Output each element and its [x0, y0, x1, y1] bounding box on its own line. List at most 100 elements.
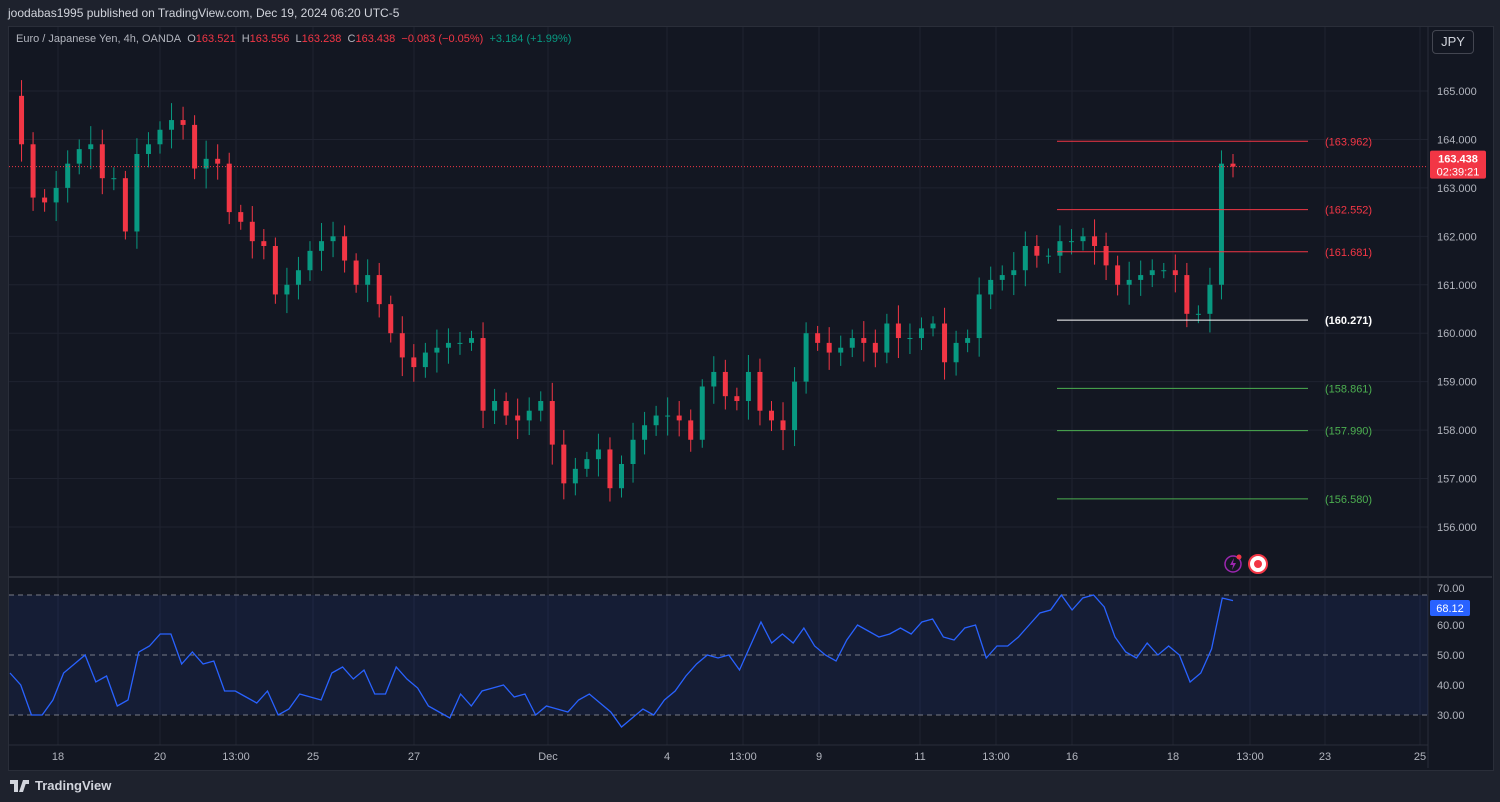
- chart-frame[interactable]: [8, 26, 1494, 771]
- candle-body: [111, 178, 117, 180]
- candle-body: [515, 415, 521, 421]
- candle-body: [434, 347, 440, 353]
- price-tick: 162.000: [1437, 231, 1477, 243]
- time-tick: 23: [1319, 751, 1331, 763]
- price-tick: 161.000: [1437, 280, 1477, 292]
- time-tick: 13:00: [1236, 751, 1264, 763]
- candle-body: [319, 241, 325, 251]
- close-value: 163.438: [355, 33, 396, 45]
- candle-body: [1207, 284, 1213, 314]
- symbol-legend: Euro / Japanese Yen, 4h, OANDA O163.521 …: [16, 33, 571, 45]
- candle-body: [942, 323, 948, 363]
- candle-body: [365, 275, 371, 285]
- time-tick: 18: [1167, 751, 1179, 763]
- low-label: L: [295, 33, 302, 45]
- change-total: +3.184 (+1.99%): [489, 33, 572, 45]
- candle-body: [342, 236, 348, 261]
- candle-body: [53, 187, 59, 203]
- candle-body: [411, 357, 417, 368]
- candle-body: [861, 338, 867, 343]
- candle-body: [1022, 246, 1028, 271]
- candle-body: [1126, 279, 1132, 285]
- time-tick: Dec: [538, 751, 558, 763]
- candle-body: [469, 338, 475, 343]
- candle-body: [1057, 241, 1063, 256]
- time-tick: 16: [1066, 751, 1078, 763]
- fib-level-label: (162.552): [1325, 205, 1372, 217]
- candle-body: [192, 124, 198, 169]
- candle-body: [803, 333, 809, 382]
- candle-body: [976, 294, 982, 339]
- candle-body: [457, 342, 463, 344]
- low-value: 163.238: [301, 33, 342, 45]
- candle-body: [815, 333, 821, 343]
- rsi-tick: 40.00: [1437, 680, 1465, 692]
- candle-body: [918, 328, 924, 339]
- time-tick: 13:00: [222, 751, 250, 763]
- fib-level-label: (160.271): [1325, 315, 1372, 327]
- change-value: −0.083 (−0.05%): [401, 33, 484, 45]
- rsi-tag-value: 68.12: [1436, 603, 1464, 615]
- candle-body: [572, 468, 578, 484]
- rsi-line: [9, 593, 1234, 728]
- candle-body: [388, 304, 394, 334]
- candle-body: [768, 410, 774, 421]
- candle-body: [1080, 236, 1086, 242]
- candle-body: [526, 410, 532, 421]
- fib-level-label: (163.962): [1325, 136, 1372, 148]
- rsi-tick: 60.00: [1437, 620, 1465, 632]
- candle-body: [549, 401, 555, 445]
- candle-body: [134, 153, 140, 232]
- candle-body: [872, 342, 878, 353]
- time-tick: 18: [52, 751, 64, 763]
- candle-body: [999, 275, 1005, 280]
- candle-body: [249, 221, 255, 242]
- candle-body: [665, 415, 671, 417]
- price-tick: 157.000: [1437, 474, 1477, 486]
- currency-button[interactable]: JPY: [1432, 30, 1474, 54]
- candle-body: [1149, 270, 1155, 276]
- time-tick: 13:00: [729, 751, 757, 763]
- publish-info: joodabas1995 published on TradingView.co…: [8, 6, 400, 20]
- price-tick: 165.000: [1437, 86, 1477, 98]
- price-tag-countdown: 02:39:21: [1437, 167, 1480, 179]
- price-tag-value: 163.438: [1438, 154, 1478, 166]
- candle-body: [330, 236, 336, 242]
- rsi-tick: 70.00: [1437, 583, 1465, 595]
- candle-body: [122, 178, 128, 232]
- time-tick: 9: [816, 751, 822, 763]
- tradingview-logo-icon: [10, 779, 29, 792]
- time-tick: 4: [664, 751, 670, 763]
- candle-body: [619, 463, 624, 489]
- candle-body: [226, 163, 232, 213]
- candle-body: [272, 246, 278, 295]
- open-label: O: [187, 33, 196, 45]
- candle-body: [1195, 313, 1201, 315]
- price-tick: 156.000: [1437, 522, 1477, 534]
- tradingview-logo[interactable]: TradingView: [10, 778, 111, 793]
- candle-body: [630, 439, 636, 464]
- price-tick: 163.000: [1437, 183, 1477, 195]
- candle-body: [676, 415, 682, 421]
- candle-body: [965, 338, 971, 343]
- price-tick: 159.000: [1437, 377, 1477, 389]
- candle-body: [826, 342, 832, 353]
- candle-body: [688, 420, 694, 440]
- candle-body: [1138, 275, 1144, 280]
- candle-body: [1045, 255, 1051, 257]
- candle-body: [1230, 163, 1236, 167]
- candle-body: [353, 260, 359, 285]
- candle-body: [238, 212, 244, 222]
- candle-body: [203, 158, 209, 169]
- high-label: H: [241, 33, 250, 45]
- candle-body: [907, 338, 913, 340]
- candle-body: [76, 149, 82, 164]
- candle-body: [607, 449, 613, 489]
- candle-body: [757, 371, 763, 411]
- fib-level-label: (156.580): [1325, 494, 1372, 506]
- price-tick: 160.000: [1437, 328, 1477, 340]
- candle-body: [1092, 236, 1098, 247]
- candle-body: [642, 425, 648, 440]
- candle-body: [503, 401, 509, 416]
